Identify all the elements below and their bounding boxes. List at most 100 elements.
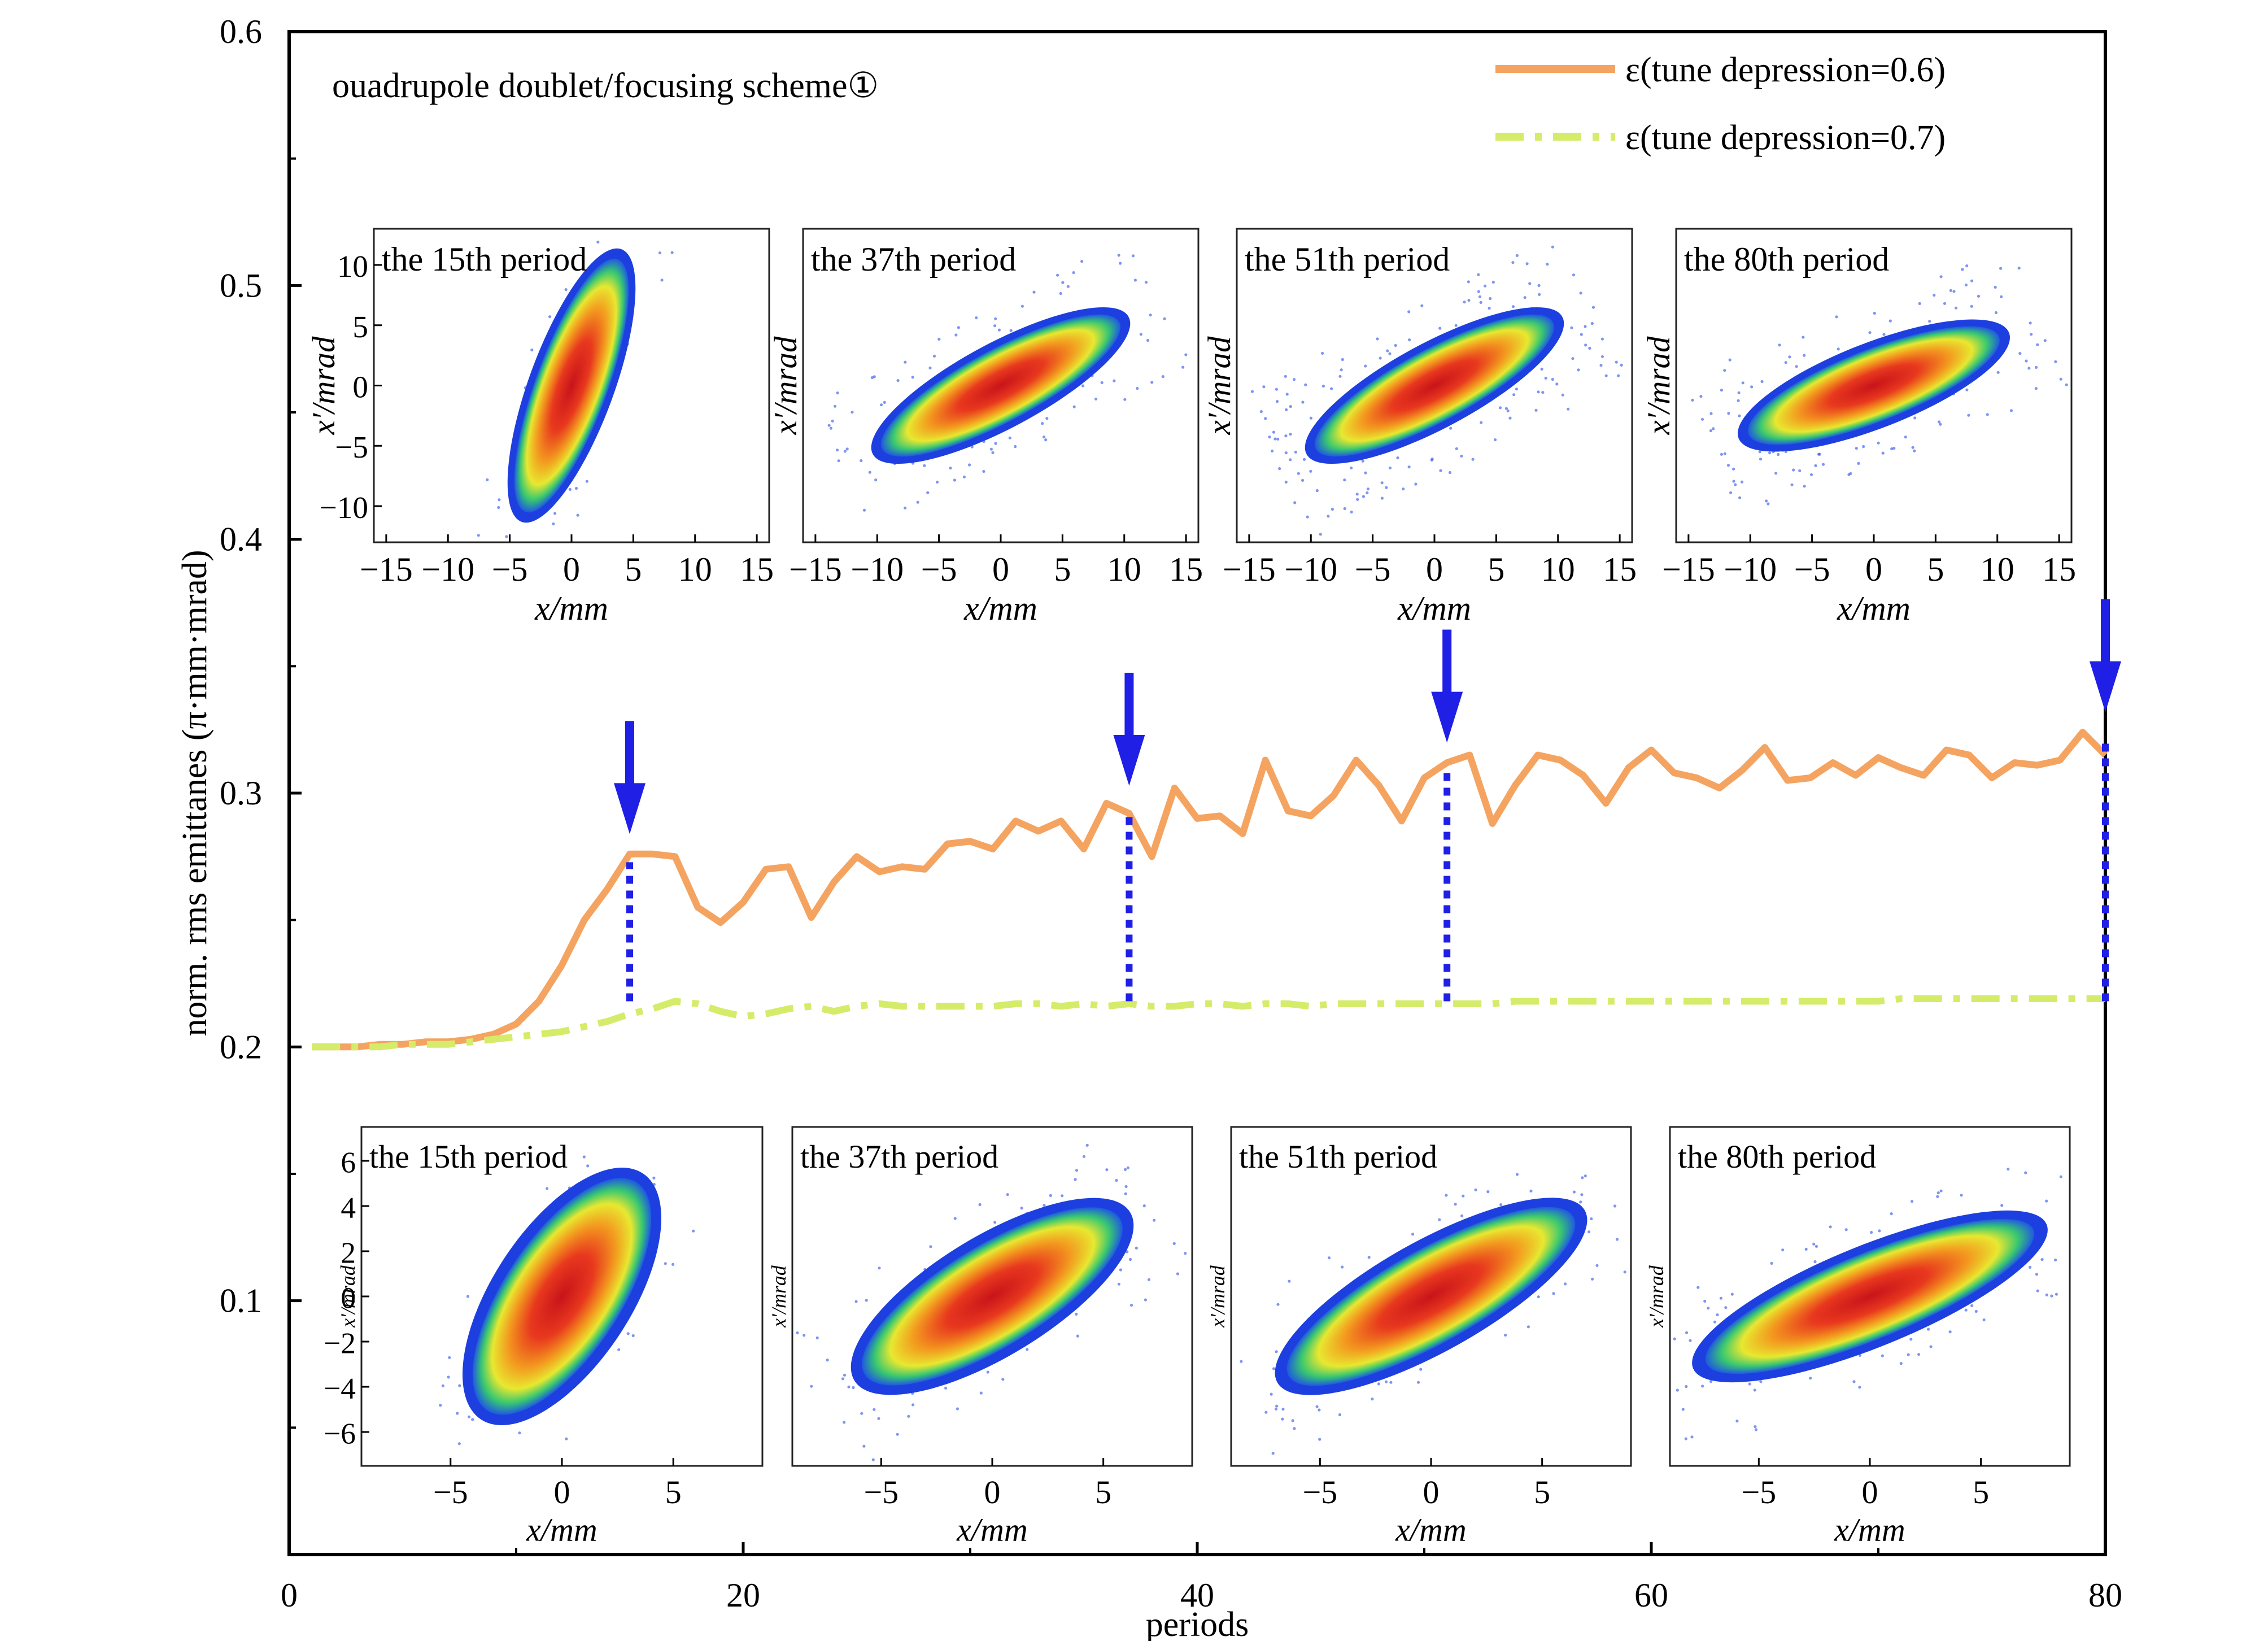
inset-x-tick-label: 0 [1426, 551, 1443, 588]
halo-dot [1588, 346, 1591, 350]
halo-dot [1939, 1189, 1943, 1192]
halo-dot [1584, 1174, 1587, 1178]
halo-dot [1723, 452, 1726, 455]
halo-dot [1917, 1353, 1921, 1356]
inset-x-tick-label: 0 [1865, 551, 1882, 588]
halo-dot [1571, 357, 1574, 360]
halo-dot [692, 1229, 695, 1233]
inset-x-tick-label: 5 [625, 551, 642, 588]
inset-y-tick-label: −4 [324, 1371, 356, 1405]
halo-dot [1781, 1248, 1785, 1252]
inset-x-tick-label: 5 [1534, 1474, 1550, 1511]
halo-dot [1371, 1398, 1374, 1401]
halo-dot [979, 1391, 983, 1395]
halo-dot [1479, 301, 1482, 304]
inset-x-tick-label: −10 [851, 551, 904, 588]
legend-label-0.6: ε(tune depression=0.6) [1625, 51, 1946, 89]
halo-dot [1056, 273, 1059, 277]
halo-dot [1690, 1435, 1694, 1439]
halo-dot [1615, 1238, 1619, 1241]
halo-dot [1467, 299, 1471, 302]
halo-dot [1604, 374, 1608, 377]
inset-xlabel: x/mm [956, 1512, 1028, 1548]
halo-dot [2030, 333, 2033, 336]
halo-dot [993, 324, 997, 328]
inset-x-tick-label: −15 [360, 551, 413, 588]
halo-dot [1965, 264, 1969, 268]
halo-dot [1803, 485, 1806, 488]
halo-dot [1123, 398, 1127, 401]
halo-dot [1790, 483, 1794, 486]
inset-x-tick-label: −5 [921, 551, 957, 588]
halo-dot [1126, 1250, 1129, 1253]
halo-dot [1555, 382, 1559, 386]
halo-dot [1881, 451, 1885, 455]
halo-dot [1534, 408, 1538, 412]
halo-dot [1986, 413, 1989, 416]
halo-dot [1119, 1268, 1122, 1272]
halo-dot [1272, 430, 1275, 434]
halo-dot [1014, 445, 1017, 449]
halo-dot [1818, 452, 1821, 456]
halo-dot [1488, 307, 1491, 310]
halo-dot [1327, 515, 1330, 518]
halo-dot [1484, 284, 1487, 288]
halo-dot [1933, 293, 1936, 297]
halo-dot [1126, 1166, 1129, 1169]
halo-dot [1909, 1338, 1913, 1341]
halo-dot [518, 1431, 521, 1435]
halo-dot [2054, 1258, 2057, 1262]
halo-dot [854, 1300, 858, 1303]
inset-y-tick-label: 10 [337, 249, 368, 284]
halo-dot [468, 1415, 471, 1418]
halo-dot [1318, 1438, 1321, 1441]
halo-dot [904, 506, 907, 510]
halo-dot [2036, 1289, 2039, 1292]
halo-dot [1350, 466, 1353, 469]
halo-dot [1272, 1367, 1276, 1370]
y-tick-label: 0.5 [220, 267, 262, 304]
phase-space-insets: the 15th period−15 −10 −5 0 5 10 15x/mm1050−5−… [306, 228, 2076, 1548]
halo-dot [1929, 1345, 1933, 1348]
x-tick-label: 0 [281, 1577, 298, 1614]
inset-x-tick-label: 5 [1488, 551, 1504, 588]
halo-dot [870, 376, 874, 380]
inset-y-tick-label: 0 [341, 1281, 356, 1314]
halo-dot [1696, 1286, 1700, 1289]
halo-dot [1020, 1207, 1023, 1210]
halo-dot [1133, 278, 1137, 282]
halo-dot [1580, 1193, 1584, 1196]
y-axis-label: norm. rms emittanes (π·mm·mrad) [176, 550, 214, 1036]
series-line-1 [312, 995, 2105, 1051]
halo-dot [991, 451, 995, 454]
halo-dot [1445, 1194, 1448, 1197]
halo-dot [877, 1417, 880, 1420]
inset-y-tick-label: −6 [324, 1416, 356, 1450]
halo-dot [1888, 319, 1892, 323]
halo-dot [1161, 375, 1164, 378]
halo-dot [2040, 1258, 2044, 1261]
halo-dot [1477, 290, 1480, 293]
inset-y-tick-label: −10 [320, 490, 368, 525]
halo-dot [1961, 268, 1964, 271]
halo-dot [1478, 295, 1482, 298]
halo-dot [836, 391, 839, 395]
halo-dot [1709, 412, 1713, 415]
halo-dot [1366, 491, 1369, 495]
halo-dot [1131, 254, 1135, 258]
halo-dot [1176, 1272, 1179, 1276]
halo-dot [564, 288, 568, 291]
halo-dot [1491, 280, 1495, 284]
halo-dot [1380, 481, 1384, 485]
halo-dot [660, 278, 664, 282]
halo-dot [1340, 368, 1343, 372]
halo-dot [447, 1376, 450, 1379]
halo-dot [1960, 1194, 1963, 1197]
halo-dot [1735, 1420, 1739, 1423]
halo-dot [1913, 416, 1917, 420]
halo-dot [1396, 456, 1399, 460]
halo-dot [1788, 355, 1791, 359]
halo-dot [1689, 1339, 1692, 1342]
halo-dot [1821, 463, 1825, 466]
halo-dot [1289, 458, 1292, 462]
